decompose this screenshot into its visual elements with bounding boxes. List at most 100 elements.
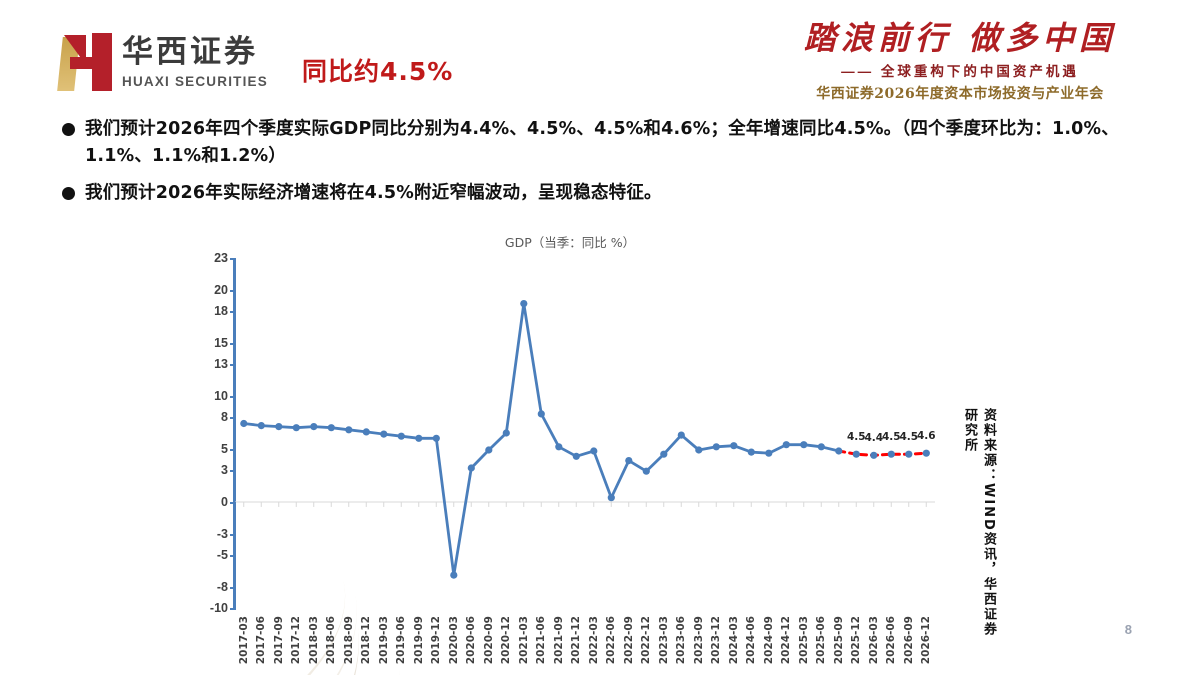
x-tick-label: 2023-09 [692,616,705,665]
data-point-label: 4.4 [864,432,884,445]
data-point-marker [852,450,860,458]
bullet-list: 我们预计2026年四个季度实际GDP同比分别为4.4%、4.5%、4.5%和4.… [62,116,1147,207]
x-tick-label: 2025-06 [815,616,828,665]
banner-event-name: 华西证券2026年度资本市场投资与产业年会 [816,85,1104,102]
data-point-marker [642,467,650,475]
data-point-marker [782,441,790,449]
y-axis-line [233,258,236,608]
data-point-label: 4.5 [881,431,901,444]
data-point-marker [537,410,545,418]
bullet-text-1: 我们预计2026年四个季度实际GDP同比分别为4.4%、4.5%、4.5%和4.… [85,119,1119,167]
data-point-marker [572,452,580,460]
data-point-marker [380,430,388,438]
x-tick-label: 2023-03 [657,616,670,665]
y-tick-label: 23 [214,251,228,265]
x-tick-label: 2017-12 [290,616,303,665]
chart-svg [235,300,935,579]
data-point-marker [817,443,825,451]
y-tick-label: 0 [221,494,228,509]
y-tick-mark [230,586,236,589]
data-point-marker [800,441,808,449]
data-point-label: 4.6 [916,430,936,443]
data-point-marker [887,450,895,458]
x-tick-label: 2021-06 [535,616,548,665]
y-tick-mark [230,501,236,504]
x-tick-label: 2017-09 [272,616,285,665]
banner-main-title: 踏浪前行 做多中国 [803,19,1117,57]
y-tick-label: -8 [216,579,228,594]
x-tick-label: 2025-03 [797,616,810,665]
data-point-marker [835,447,843,455]
data-point-marker [625,457,633,465]
data-point-marker [520,300,528,308]
y-tick-mark [230,395,236,398]
data-point-marker [240,419,248,428]
data-point-marker [415,434,423,442]
brand-logo: 华西证券 HUAXI SECURITIES [57,33,268,93]
page-number: 8 [1124,622,1132,637]
y-tick-label: 3 [221,463,228,478]
y-tick-mark [230,448,236,451]
source-note: 资料来源：WIND资讯，华西证券研究所 [962,408,996,637]
x-tick-label: 2021-12 [570,616,583,665]
x-tick-label: 2018-06 [325,616,338,665]
x-tick-label: 2020-03 [447,616,460,665]
x-tick-label: 2024-03 [727,616,740,665]
x-tick-label: 2018-09 [342,616,355,665]
x-axis-labels: 2017-03 2017-06 2017-09 2017-12 2018-03 2018-… [235,610,935,675]
data-point-marker [292,424,300,432]
data-point-label: 4.5 [846,431,866,444]
bullet-item-1: 我们预计2026年四个季度实际GDP同比分别为4.4%、4.5%、4.5%和4.… [62,116,1147,170]
data-point-marker [765,449,773,457]
y-tick-mark [230,417,236,420]
y-axis-labels: 23 20 18 15 13 10 8 5 3 0 -3 -5 -8 -10 [190,251,228,615]
x-tick-label: 2023-06 [675,616,688,665]
y-tick-label: 13 [214,357,228,372]
data-point-marker [712,443,720,451]
x-tick-label: 2026-03 [867,616,880,665]
data-point-marker [450,571,458,579]
bullet-dot-icon [62,187,75,201]
y-tick-label: 8 [221,410,228,425]
x-tick-label: 2020-06 [465,616,478,665]
x-tick-label: 2021-03 [517,616,530,665]
y-tick-label: 15 [214,335,228,350]
x-tick-label: 2024-09 [762,616,775,665]
y-tick-mark [230,554,236,557]
data-point-marker [695,446,703,454]
y-tick-label: 5 [221,441,228,456]
x-tick-label: 2017-03 [237,616,250,665]
gdp-chart: GDP（当季：同比 %） 23 20 18 15 13 10 8 5 3 0 -3 -5 -8 -10 2… [190,232,980,664]
data-point-marker [362,428,370,436]
logo-chinese-name: 华西证券 [122,34,258,71]
y-tick-mark [230,364,236,367]
chart-title: GDP（当季：同比 %） [504,235,636,250]
x-tick-label: 2025-12 [850,616,863,665]
x-tick-label: 2019-09 [412,616,425,665]
data-point-marker [730,442,738,450]
data-point-marker [502,429,510,437]
data-point-marker [590,447,598,455]
x-tick-label: 2020-12 [500,616,513,665]
y-tick-label: 20 [214,282,228,297]
data-point-marker [747,448,755,456]
data-point-marker [607,494,615,502]
data-point-marker [677,431,685,439]
y-tick-mark [230,311,236,314]
plot-area [235,258,935,608]
x-tick-label: 2023-12 [710,616,723,665]
banner-subtitle: —— 全球重构下的中国资产机遇 [841,63,1079,79]
x-tick-label: 2022-03 [587,616,600,665]
data-point-marker [397,432,405,440]
data-point-label: 4.5 [899,431,919,444]
data-point-marker [555,443,563,451]
y-tick-label: -5 [216,547,228,562]
y-tick-label: 10 [214,388,228,403]
x-tick-label: 2026-12 [920,616,933,665]
data-point-marker [432,434,440,442]
y-tick-label: 18 [214,304,228,319]
y-tick-mark [230,258,236,260]
y-tick-mark [230,289,236,292]
x-tick-label: 2017-06 [255,616,268,665]
